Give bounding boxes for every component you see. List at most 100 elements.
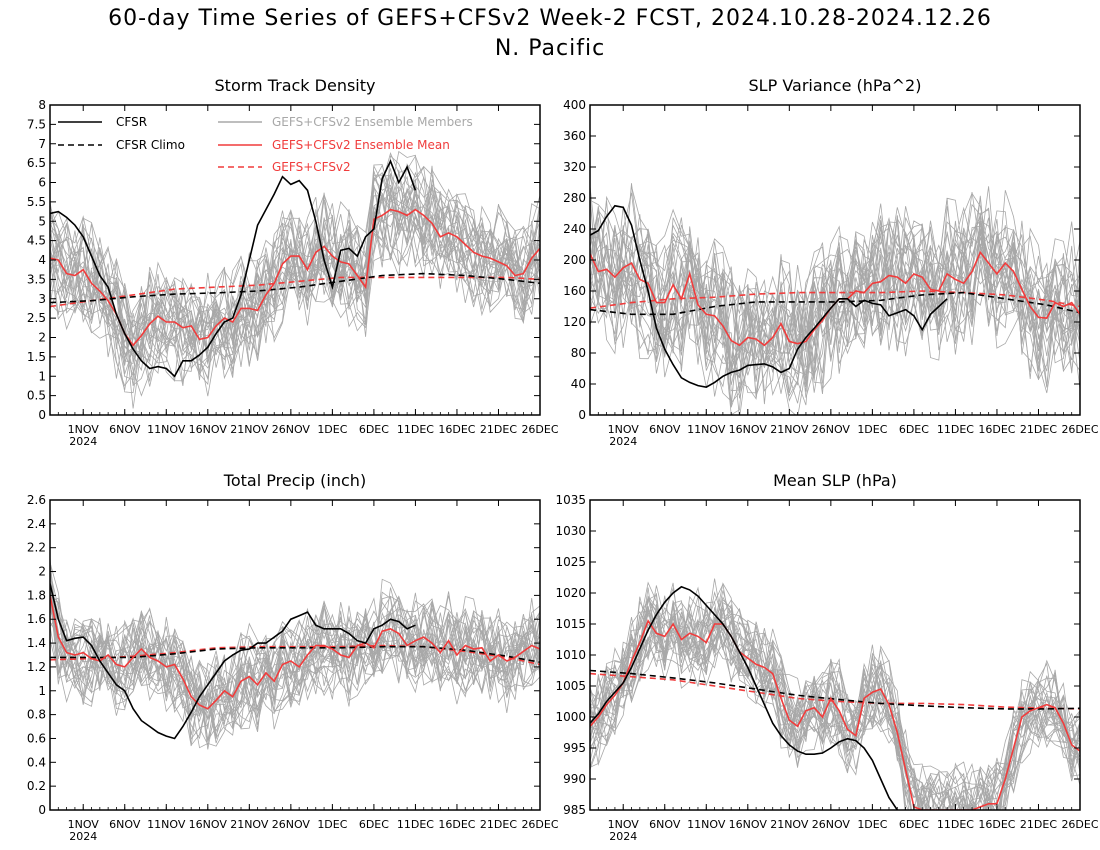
x-tick-label: 1NOV [68, 423, 100, 436]
y-tick-label: 1.8 [27, 588, 46, 602]
ensemble-member-line [590, 194, 1080, 382]
series-line-gefs_climo [50, 644, 540, 666]
x-tick-label: 1NOV [608, 818, 640, 831]
x-tick-label: 16NOV [729, 818, 768, 831]
y-tick-label: 1005 [555, 679, 586, 693]
series-line-gefs_climo [590, 290, 1080, 309]
legend-label-cfsr: CFSR [116, 115, 147, 129]
plot-frame [49, 499, 541, 811]
x-tick-label: 1DEC [317, 818, 347, 831]
ensemble-member-line [50, 607, 540, 746]
panel-0: 0 0.5 1 1.5 2 2.5 3 3.5 4 4.5 5 5.5 6 6.5 7 7.5 8 1NOV202… [27, 98, 559, 448]
x-tick-label: 16NOV [189, 423, 228, 436]
x-tick-label: 1DEC [317, 423, 347, 436]
x-tick-label: 11DEC [397, 423, 434, 436]
legend: CFSR CFSR Climo GEFS+CFSv2 Ensemble Member… [58, 115, 473, 174]
series-line-mean [50, 595, 540, 710]
x-tick-label: 11DEC [397, 818, 434, 831]
y-tick-label: 3.5 [27, 272, 46, 286]
ensemble-member-line [590, 231, 1080, 404]
panel-title-storm-track: Storm Track Density [214, 76, 376, 95]
x-tick-label: 11NOV [687, 818, 726, 831]
y-tick-label: 0 [38, 408, 46, 422]
series-line-gefs_climo [590, 672, 1080, 710]
x-tick-sublabel: 2024 [609, 435, 637, 448]
series-line-mean [50, 208, 540, 347]
ensemble-member-line [590, 587, 1080, 810]
ensemble-member-line [590, 221, 1080, 386]
y-tick-label: 1.5 [27, 350, 46, 364]
ensemble-member-line [590, 582, 1080, 810]
x-tick-label: 6NOV [109, 423, 141, 436]
series-line-cfsr [50, 159, 417, 378]
series-line-mean [590, 619, 1080, 810]
x-tick-label: 26DEC [521, 423, 558, 436]
panel-title-total-precip: Total Precip (inch) [223, 471, 367, 490]
ensemble-member-line [590, 600, 1080, 810]
ensemble-member-line [590, 259, 1080, 415]
y-tick-label: 1.4 [27, 636, 46, 650]
ensemble-member-line [590, 578, 1080, 810]
ensemble-member-line [590, 597, 1080, 810]
y-tick-label: 995 [563, 741, 586, 755]
ensemble-member-line [50, 570, 540, 728]
x-tick-label: 6NOV [649, 423, 681, 436]
ensemble-member-line [590, 602, 1080, 810]
figure-subtitle: N. Pacific [494, 36, 606, 61]
y-tick-label: 0.2 [27, 779, 46, 793]
y-tick-label: 1000 [555, 710, 586, 724]
legend-label-gefs-climo: GEFS+CFSv2 [272, 160, 351, 174]
ensemble-member-line [50, 183, 540, 397]
y-tick-label: 40 [571, 377, 586, 391]
y-tick-label: 2 [38, 565, 46, 579]
y-tick-label: 0 [578, 408, 586, 422]
y-tick-label: 2 [38, 331, 46, 345]
y-tick-label: 1030 [555, 524, 586, 538]
ensemble-member-line [50, 178, 540, 387]
y-tick-label: 200 [563, 253, 586, 267]
y-tick-label: 360 [563, 129, 586, 143]
x-tick-label: 16DEC [978, 423, 1015, 436]
y-tick-label: 0.6 [27, 731, 46, 745]
x-tick-label: 6DEC [899, 423, 929, 436]
legend-label-cfsr-climo: CFSR Climo [116, 138, 185, 152]
y-tick-label: 8 [38, 98, 46, 112]
x-tick-label: 21DEC [1020, 423, 1057, 436]
x-tick-label: 1NOV [68, 818, 100, 831]
ensemble-member-line [590, 223, 1080, 397]
x-tick-label: 26DEC [1061, 423, 1098, 436]
legend-label-members: GEFS+CFSv2 Ensemble Members [272, 115, 473, 129]
plot-frame [589, 104, 1081, 416]
y-tick-label: 1.6 [27, 612, 46, 626]
ensemble-member-line [50, 570, 540, 737]
y-tick-label: 1035 [555, 493, 586, 507]
x-tick-label: 6DEC [899, 818, 929, 831]
x-tick-label: 21NOV [770, 818, 809, 831]
x-tick-label: 11DEC [937, 423, 974, 436]
y-tick-label: 7.5 [27, 117, 46, 131]
y-tick-label: 1010 [555, 648, 586, 662]
x-tick-label: 26DEC [1061, 818, 1098, 831]
y-tick-label: 1025 [555, 555, 586, 569]
ensemble-member-line [590, 595, 1080, 810]
series-line-cfsr [50, 583, 416, 740]
ensemble-member-line [50, 172, 540, 363]
x-tick-label: 6NOV [649, 818, 681, 831]
ensemble-member-line [590, 229, 1080, 397]
ensemble-member-line [590, 185, 1080, 377]
x-tick-label: 11NOV [147, 818, 186, 831]
ensemble-member-line [590, 607, 1080, 810]
x-tick-label: 1NOV [608, 423, 640, 436]
ensemble-member-line [590, 245, 1080, 392]
x-tick-label: 21DEC [480, 818, 517, 831]
y-tick-label: 320 [563, 160, 586, 174]
y-tick-label: 0.8 [27, 708, 46, 722]
x-tick-label: 26NOV [272, 423, 311, 436]
series-line-gefs_climo [50, 276, 540, 308]
x-tick-label: 21DEC [480, 423, 517, 436]
series-line-climo [590, 669, 1080, 710]
x-tick-label: 11DEC [937, 818, 974, 831]
y-tick-label: 2.5 [27, 311, 46, 325]
x-tick-label: 6DEC [359, 423, 389, 436]
